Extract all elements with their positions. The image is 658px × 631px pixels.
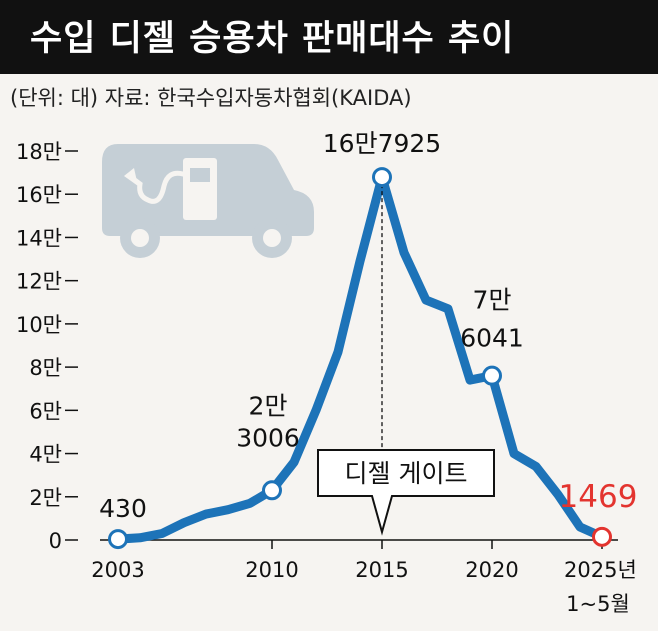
- y-tick-label: 6만: [29, 399, 62, 423]
- marker-layer: [108, 167, 612, 550]
- data-point-marker: [108, 529, 128, 550]
- label-layer: 430 2만 3006 16만7925 7만 6041 1469: [99, 129, 637, 523]
- chart-subtitle: (단위: 대) 자료: 한국수입자동차협회(KAIDA): [10, 86, 412, 110]
- y-tick-label: 14만: [16, 226, 62, 250]
- data-label: 3006: [236, 423, 300, 452]
- x-tick-label: 2003: [91, 558, 144, 582]
- y-tick-label: 8만: [29, 356, 62, 380]
- data-point-marker: [592, 526, 612, 547]
- y-tick-label: 10만: [16, 313, 62, 337]
- y-tick-label: 4만: [29, 443, 62, 467]
- callout-box: [317, 449, 495, 536]
- y-tick-label: 12만: [16, 270, 62, 294]
- callout-layer: 디젤 게이트: [317, 177, 495, 536]
- data-label: 7만: [473, 286, 512, 315]
- y-tick-label: 2만: [29, 486, 62, 510]
- axes: 0 2만 4만 6만 8만 10만 12만 14만 16만 18만 2003 2010 2015 2020…: [16, 140, 637, 616]
- title-bar: 수입 디젤 승용차 판매대수 추이: [0, 0, 658, 74]
- y-tick-label: 0: [49, 529, 62, 553]
- x-tick-label: 2025년: [564, 558, 637, 582]
- y-tick-label: 16만: [16, 183, 62, 207]
- chart-title: 수입 디젤 승용차 판매대수 추이: [30, 19, 515, 59]
- series-layer: [113, 172, 607, 544]
- series-line: [113, 172, 607, 544]
- data-label: 430: [99, 494, 147, 523]
- car-with-fuel-pump-icon: [102, 144, 314, 258]
- data-point-marker: [262, 480, 282, 501]
- data-label: 6041: [460, 324, 524, 353]
- x-tick-label: 2015: [355, 558, 408, 582]
- x-tick-sublabel: 1~5월: [566, 592, 630, 616]
- data-label: 1469: [559, 479, 638, 515]
- y-tick-label: 18만: [16, 140, 62, 164]
- data-point-marker: [372, 167, 392, 188]
- x-tick-label: 2020: [465, 558, 518, 582]
- data-label: 2만: [249, 391, 288, 420]
- x-tick-label: 2010: [245, 558, 298, 582]
- data-point-marker: [482, 365, 502, 386]
- callout-label: 디젤 게이트: [345, 459, 468, 488]
- data-label: 16만7925: [323, 129, 441, 158]
